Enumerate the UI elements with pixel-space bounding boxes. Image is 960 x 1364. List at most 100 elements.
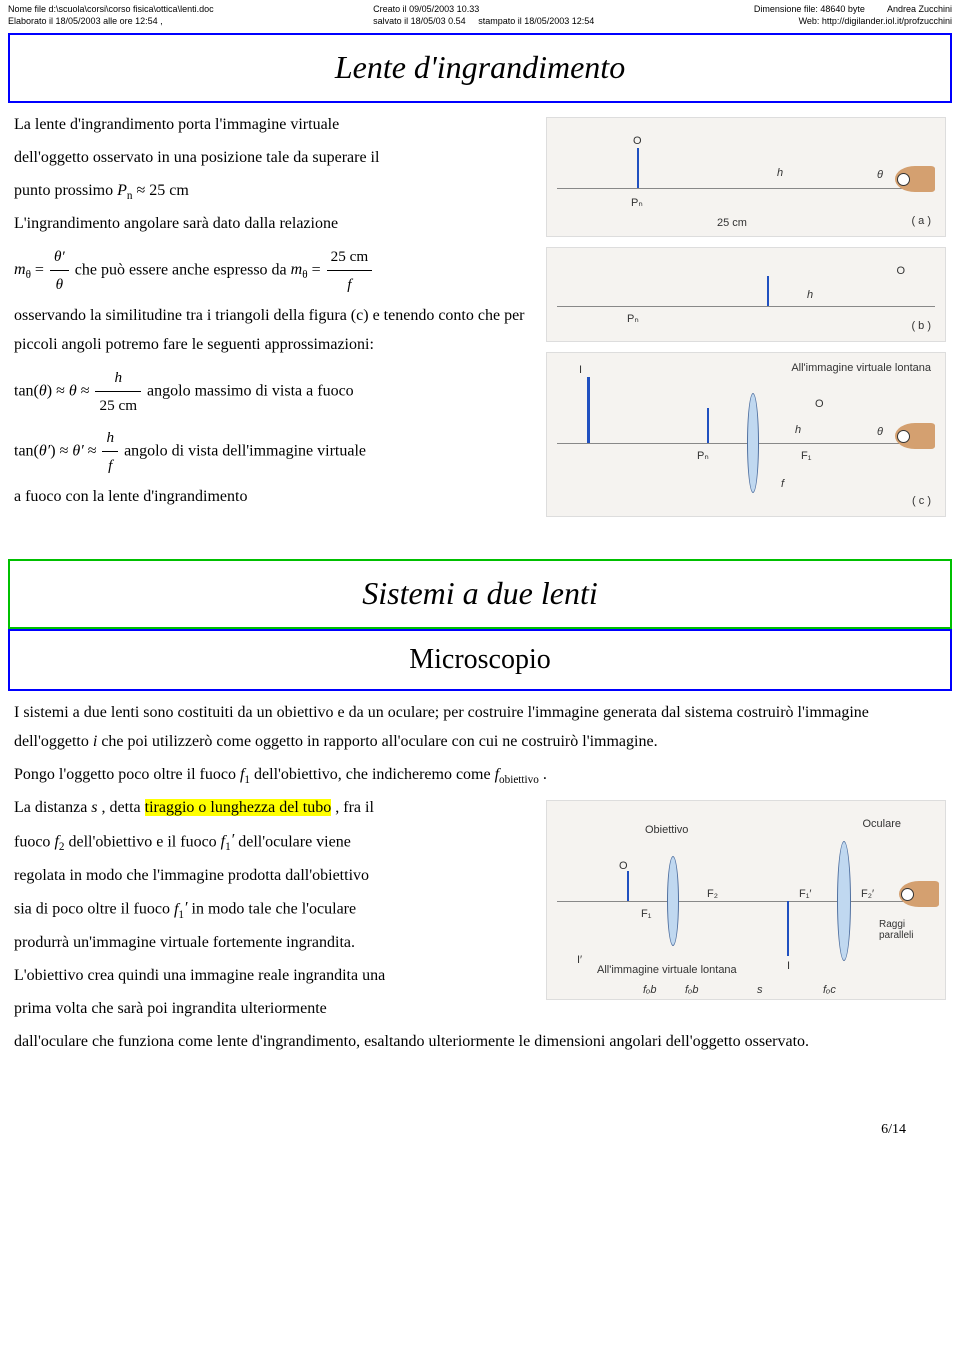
- s1-eq3: tan(θ′) ≈ θ′ ≈ h f angolo di vista dell'…: [14, 424, 534, 480]
- s2-p7: produrrà un'immagine virtuale fortemente…: [14, 929, 534, 958]
- s2-p2: Pongo l'oggetto poco oltre il fuoco f1 d…: [14, 761, 946, 790]
- s2-p8: L'obiettivo crea quindi una immagine rea…: [14, 962, 534, 991]
- fig-b-Pn: Pₙ: [627, 310, 639, 330]
- fig-m-O: O: [619, 857, 628, 877]
- fig-m-s: s: [757, 981, 763, 1001]
- var-m-theta: mθ: [14, 261, 35, 278]
- frac-25-f: 25 cm f: [327, 243, 373, 299]
- s1-eq2-text: angolo massimo di vista a fuoco: [147, 383, 354, 400]
- s2-p6: sia di poco oltre il fuoco f1′ in modo t…: [14, 894, 534, 925]
- tan2: tan: [14, 442, 34, 459]
- fig-c-tag: ( c ): [912, 492, 931, 512]
- s2-p1: I sistemi a due lenti sono costituiti da…: [14, 699, 946, 757]
- figure-c: All'immagine virtuale lontana I O h Pₙ F…: [546, 352, 946, 517]
- fig-m-F2p: F₂′: [861, 885, 874, 905]
- meta-filename: Nome file d:\scuola\corsi\corso fisica\o…: [8, 4, 214, 16]
- section2-subtitle-box: Microscopio: [8, 629, 952, 691]
- s2-p3: La distanza s , detta tiraggio o lunghez…: [14, 794, 534, 823]
- meta-dimensione: Dimensione file: 48640 byte: [754, 4, 865, 14]
- section2-subtitle: Microscopio: [409, 644, 551, 675]
- meta-left: Nome file d:\scuola\corsi\corso fisica\o…: [8, 4, 214, 27]
- fig-m-raggi: Raggi paralleli: [879, 919, 927, 941]
- meta-center: Creato il 09/05/2003 10.33 salvato il 18…: [373, 4, 594, 27]
- fig-c-F1: F₁: [801, 447, 811, 467]
- section2-figure-col: Obiettivo Oculare Raggi paralleli All'im…: [546, 794, 946, 1000]
- highlight-tiraggio: tiraggio o lunghezza del tubo: [145, 799, 332, 816]
- s2-p4: fuoco f2 dell'obiettivo e il fuoco f1′ d…: [14, 827, 534, 858]
- s2-p9: prima volta che sarà poi ingrandita ulte…: [14, 995, 534, 1024]
- fig-b-O: O: [896, 262, 905, 282]
- fig-m-oc: Oculare: [862, 815, 901, 835]
- section2-title-box: Sistemi a due lenti: [8, 559, 952, 629]
- fig-m-F2: F₂: [707, 885, 718, 905]
- fig-b-h: h: [807, 286, 813, 306]
- section1-title: Lente d'ingrandimento: [335, 49, 625, 85]
- page-footer: 6/14: [14, 1117, 946, 1142]
- fig-c-h: h: [795, 421, 801, 441]
- fig-m-virtual: All'immagine virtuale lontana: [597, 961, 737, 981]
- figure-b: O h Pₙ ( b ): [546, 247, 946, 342]
- page-number: 6/14: [881, 1122, 906, 1137]
- meta-elaborato: Elaborato il 18/05/2003 alle ore 12:54 ,: [8, 16, 214, 28]
- s2-p5: regolata in modo che l'immagine prodotta…: [14, 862, 534, 891]
- fig-c-virtual: All'immagine virtuale lontana: [791, 359, 931, 379]
- s1-eq3-text: angolo di vista dell'immagine virtuale: [124, 442, 366, 459]
- fig-m-fob2: fₒb: [685, 981, 699, 1001]
- fig-c-Pn: Pₙ: [697, 447, 709, 467]
- fig-m-fob: fₒb: [643, 981, 657, 1001]
- fig-c-O: O: [815, 395, 824, 415]
- meta-salvato: salvato il 18/05/03 0.54: [373, 16, 466, 26]
- s1-eq2: tan(θ) ≈ θ ≈ h 25 cm angolo massimo di v…: [14, 364, 534, 420]
- fig-b-tag: ( b ): [911, 317, 931, 337]
- var-m-theta-2: mθ: [291, 261, 312, 278]
- fig-c-f: f: [781, 475, 784, 495]
- frac-h-25: h 25 cm: [95, 364, 141, 420]
- s2-p2c: .: [543, 766, 547, 783]
- frac-theta: θ′ θ: [50, 243, 69, 299]
- meta-stampato: stampato il 18/05/2003 12:54: [478, 16, 594, 26]
- page-metadata-header: Nome file d:\scuola\corsi\corso fisica\o…: [0, 0, 960, 31]
- fig-m-foc: fₒc: [823, 981, 836, 1001]
- fig-m-ob: Obiettivo: [645, 821, 688, 841]
- tan1: tan: [14, 383, 34, 400]
- fig-a-theta: θ: [877, 166, 883, 186]
- s1-p5: osservando la similitudine tra i triango…: [14, 302, 534, 360]
- section1-row: La lente d'ingrandimento porta l'immagin…: [14, 111, 946, 517]
- section2-row: La distanza s , detta tiraggio o lunghez…: [14, 794, 946, 1028]
- meta-right: Dimensione file: 48640 byte Andrea Zucch…: [754, 4, 952, 27]
- fig-c-theta: θ: [877, 423, 883, 443]
- fig-a-Pn: Pₙ: [631, 194, 643, 214]
- s1-eq1-text: che può essere anche espresso da: [75, 261, 291, 278]
- fig-m-Ip: I′: [577, 951, 582, 971]
- fig-m-I: I: [787, 957, 790, 977]
- s1-p6: a fuoco con la lente d'ingrandimento: [14, 483, 534, 512]
- s2-p1b: che poi utilizzerò come oggetto in rappo…: [101, 733, 657, 750]
- s2-p2a: Pongo l'oggetto poco oltre il fuoco: [14, 766, 240, 783]
- fig-c-I: I: [579, 361, 582, 381]
- figure-microscope: Obiettivo Oculare Raggi paralleli All'im…: [546, 800, 946, 1000]
- section2-text-col: La distanza s , detta tiraggio o lunghez…: [14, 794, 534, 1028]
- var-s: s: [91, 799, 97, 816]
- fig-a-h: h: [777, 164, 783, 184]
- fig-a-O: O: [633, 132, 642, 152]
- section1-text-col: La lente d'ingrandimento porta l'immagin…: [14, 111, 534, 516]
- frac-h-f: h f: [102, 424, 118, 480]
- figure-a: O h θ Pₙ 25 cm ( a ): [546, 117, 946, 237]
- s1-p1: La lente d'ingrandimento porta l'immagin…: [14, 111, 534, 140]
- s1-eq1: mθ = θ′ θ che può essere anche espresso …: [14, 243, 534, 299]
- s1-p3a: punto prossimo: [14, 182, 117, 199]
- fig-a-25: 25 cm: [717, 214, 747, 234]
- fig-a-tag: ( a ): [911, 212, 931, 232]
- s1-p3: punto prossimo Pn ≈ 25 cm: [14, 177, 534, 206]
- s1-p4: L'ingrandimento angolare sarà dato dalla…: [14, 210, 534, 239]
- var-Pn: Pn: [117, 182, 136, 199]
- s1-p2: dell'oggetto osservato in una posizione …: [14, 144, 534, 173]
- section2-title: Sistemi a due lenti: [362, 575, 598, 611]
- section1-figures: O h θ Pₙ 25 cm ( a ) O h Pₙ ( b ) All'im…: [546, 111, 946, 517]
- s1-p3b: ≈ 25 cm: [137, 182, 189, 199]
- var-i: i: [93, 733, 97, 750]
- s2-p2b: dell'obiettivo, che indicheremo come: [254, 766, 495, 783]
- s2-p10: dall'oculare che funziona come lente d'i…: [14, 1028, 946, 1057]
- fig-m-F1p: F₁′: [799, 885, 812, 905]
- meta-creato: Creato il 09/05/2003 10.33: [373, 4, 594, 16]
